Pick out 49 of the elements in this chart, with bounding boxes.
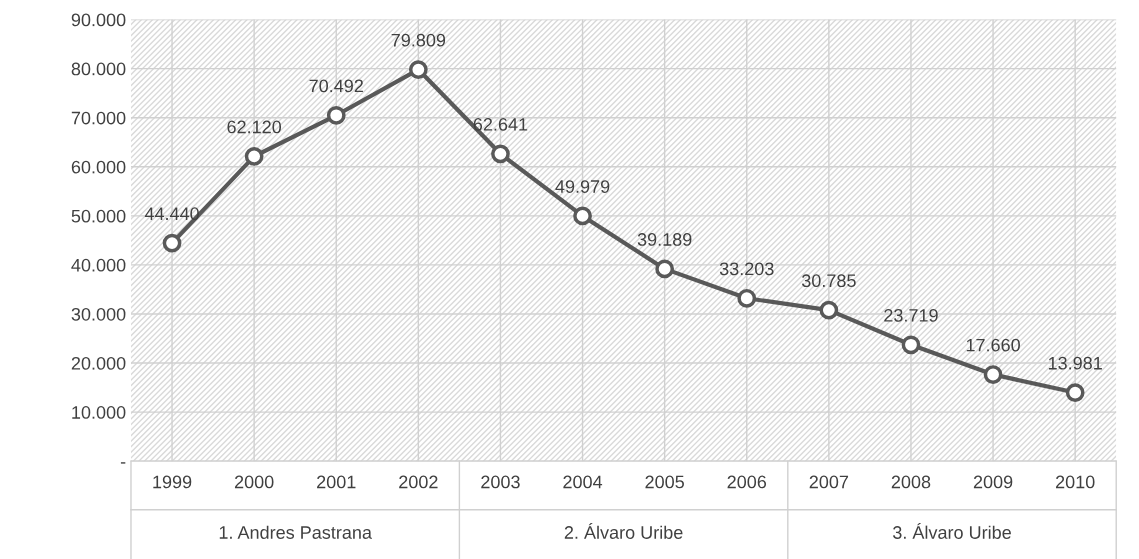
text: 44.440 bbox=[144, 207, 199, 221]
text: 30.785 bbox=[801, 274, 856, 288]
text: 39.189 bbox=[637, 233, 692, 246]
x-tick-label: 2002 bbox=[399, 475, 438, 489]
text: 62.641 bbox=[473, 118, 528, 131]
x-tick-label: 2008 bbox=[891, 475, 931, 489]
text: 13.981 bbox=[1048, 356, 1102, 370]
point bbox=[162, 233, 182, 253]
x-tick-label: 2007 bbox=[809, 475, 849, 489]
text: 2. Álvaro Uribe bbox=[564, 523, 683, 539]
y-tick-label: 90.000 bbox=[71, 13, 126, 27]
text: 79.809 bbox=[391, 33, 446, 47]
text: 17.660 bbox=[966, 338, 1020, 352]
text: 49.979 bbox=[555, 180, 610, 193]
x-tick-label: 1999 bbox=[153, 475, 192, 489]
point bbox=[491, 144, 510, 164]
point bbox=[244, 146, 264, 166]
text: 62.120 bbox=[227, 120, 282, 134]
text: 1. Andres Pastrana bbox=[219, 525, 372, 539]
y-tick-label: 50.000 bbox=[71, 209, 126, 223]
point bbox=[737, 288, 757, 308]
point bbox=[983, 365, 1003, 384]
point bbox=[1065, 383, 1085, 402]
point bbox=[655, 259, 675, 279]
point bbox=[819, 300, 839, 320]
point bbox=[408, 60, 428, 79]
x-tick-label: 2000 bbox=[234, 475, 274, 489]
x-tick-label: 2006 bbox=[727, 475, 767, 489]
x-tick-label: 2009 bbox=[973, 475, 1013, 489]
text: 3. Álvaro Uribe bbox=[893, 523, 1011, 539]
y-tick-label: 30.000 bbox=[71, 307, 126, 321]
text: 70.492 bbox=[309, 79, 363, 93]
x-tick-label: 2003 bbox=[481, 475, 520, 489]
y-tick-label: 70.000 bbox=[71, 111, 126, 125]
y-tick-label: - bbox=[120, 462, 126, 464]
y-tick-label: 20.000 bbox=[71, 356, 126, 370]
x-tick-label: 2004 bbox=[563, 475, 603, 489]
y-tick-label: 10.000 bbox=[72, 406, 126, 419]
x-tick-label: 2005 bbox=[645, 475, 684, 489]
point bbox=[573, 206, 592, 226]
point bbox=[326, 105, 346, 125]
text: 33.203 bbox=[719, 262, 774, 276]
y-tick-label: 60.000 bbox=[71, 160, 126, 174]
x-tick-label: 2010 bbox=[1056, 475, 1095, 489]
text: 23.719 bbox=[884, 308, 938, 322]
point bbox=[901, 335, 921, 355]
x-tick-label: 2001 bbox=[317, 475, 356, 489]
y-tick-label: 40.000 bbox=[71, 258, 126, 272]
y-tick-label: 80.000 bbox=[71, 62, 126, 76]
